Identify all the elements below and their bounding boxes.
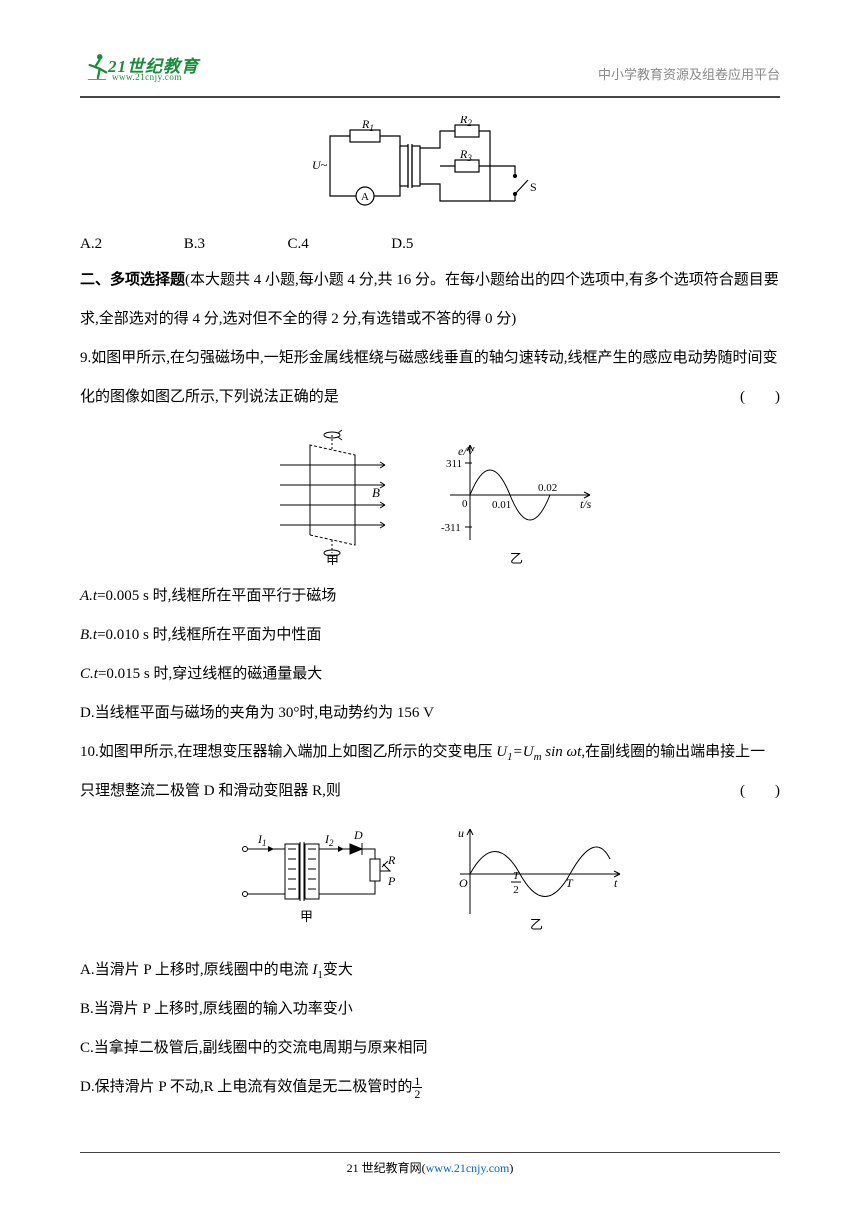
svg-text:0.01: 0.01	[492, 499, 511, 511]
svg-text:2: 2	[513, 884, 519, 896]
q9-opt-c: C.t=0.015 s 时,穿过线框的磁通量最大	[80, 655, 780, 694]
q8-d: D.5	[391, 228, 491, 261]
section2-desc: (本大题共 4 小题,每小题 4 分,共 16 分。在每小题给出的四个选项中,有…	[80, 272, 779, 327]
runner-icon	[86, 52, 108, 80]
footer-link[interactable]: www.21cnjy.com	[426, 1161, 510, 1175]
svg-text:A: A	[361, 191, 369, 203]
svg-text:-311: -311	[441, 522, 461, 534]
page-header: 21世纪教育 www.21cnjy.com 中小学教育资源及组卷应用平台	[80, 50, 780, 98]
q8-b: B.3	[184, 228, 284, 261]
q10-eq: U1=Um sin ωt	[496, 744, 581, 760]
svg-text:U~: U~	[312, 158, 328, 172]
svg-text:B: B	[372, 485, 380, 500]
svg-text:O: O	[459, 876, 468, 890]
q10-opt-b: B.当滑片 P 上移时,原线圈的输入功率变小	[80, 990, 780, 1029]
section2-header: 二、多项选择题(本大题共 4 小题,每小题 4 分,共 16 分。在每小题给出的…	[80, 261, 780, 339]
content: R1 U~ A R2 R3 S A.2 B.3 C.4 D.5 二、多项选择题(…	[80, 116, 780, 1107]
svg-text:t/s: t/s	[580, 497, 592, 511]
figure-q9: B 甲 e/V 311 -311 0 0.01 0.02 t/s	[80, 425, 780, 569]
svg-text:T: T	[566, 876, 574, 890]
svg-text:S: S	[530, 180, 537, 194]
svg-text:R3: R3	[459, 147, 472, 163]
q10-opt-d: D.保持滑片 P 不动,R 上电流有效值是无二极管时的12	[80, 1068, 780, 1107]
logo: 21世纪教育 www.21cnjy.com	[80, 50, 235, 92]
svg-text:I1: I1	[257, 832, 267, 848]
svg-text:乙: 乙	[510, 551, 523, 565]
q9-blank: ( )	[740, 378, 780, 417]
svg-text:T: T	[513, 870, 520, 882]
svg-text:t: t	[614, 876, 618, 890]
svg-text:乙: 乙	[530, 917, 543, 932]
logo-url: www.21cnjy.com	[112, 72, 182, 82]
q10-opt-a: A.当滑片 P 上移时,原线圈中的电流 I1变大	[80, 951, 780, 990]
svg-text:0: 0	[462, 498, 468, 510]
footer-text: 21 世纪教育网(www.21cnjy.com)	[347, 1161, 514, 1175]
svg-text:P: P	[387, 874, 396, 888]
q8-a: A.2	[80, 228, 180, 261]
q9-opt-d: D.当线框平面与磁场的夹角为 30°时,电动势约为 156 V	[80, 694, 780, 733]
q9-opt-a: A.t=0.005 s A.t=0.005 s 时,线框所在平面平行于磁场时,线…	[80, 577, 780, 616]
figure-circuit: R1 U~ A R2 R3 S	[80, 116, 780, 220]
page-footer: 21 世纪教育网(www.21cnjy.com)	[80, 1152, 780, 1176]
q9-opt-b: B.t=0.010 s 时,线框所在平面为中性面	[80, 616, 780, 655]
q10-opt-c: C.当拿掉二极管后,副线圈中的交流电周期与原来相同	[80, 1029, 780, 1068]
svg-text:甲: 甲	[300, 909, 313, 924]
q8-options: A.2 B.3 C.4 D.5	[80, 228, 780, 261]
q9-stem: 9.如图甲所示,在匀强磁场中,一矩形金属线框绕与磁感线垂直的轴匀速转动,线框产生…	[80, 339, 780, 417]
svg-text:I2: I2	[324, 832, 334, 848]
q10-blank: ( )	[740, 772, 780, 811]
svg-text:D: D	[353, 828, 363, 842]
svg-text:R1: R1	[361, 117, 374, 133]
svg-text:311: 311	[446, 458, 462, 470]
section2-title: 二、多项选择题	[80, 272, 185, 288]
q10-stem: 10.如图甲所示,在理想变压器输入端加上如图乙所示的交变电压 U1=Um sin…	[80, 733, 780, 811]
header-right: 中小学教育资源及组卷应用平台	[598, 50, 780, 83]
svg-text:u: u	[458, 826, 464, 840]
svg-text:R: R	[387, 853, 396, 867]
svg-text:e/V: e/V	[458, 444, 476, 458]
q8-c: C.4	[288, 228, 388, 261]
svg-text:0.02: 0.02	[538, 482, 557, 494]
figure-q10: I1 I2 D R P 甲 u O t	[80, 819, 780, 943]
svg-text:甲: 甲	[326, 553, 339, 565]
